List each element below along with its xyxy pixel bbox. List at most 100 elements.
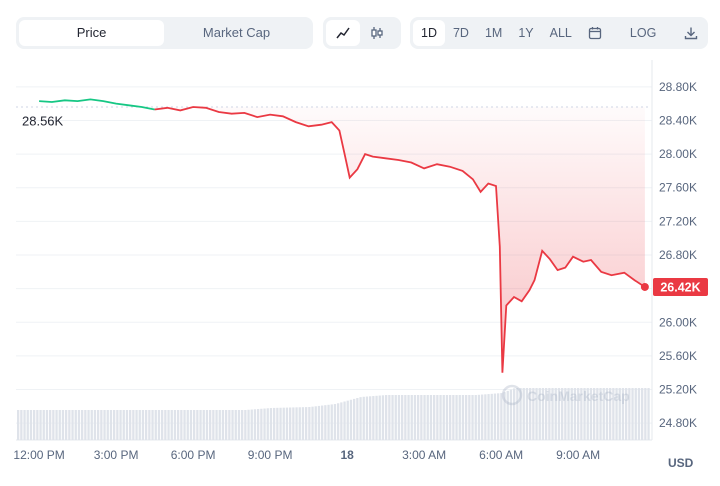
volume-bar [372,396,375,440]
volume-bar [317,405,321,440]
chart-type-toggle [323,17,401,49]
volume-bar [567,388,570,440]
volume-bar [349,399,353,440]
volume-bar [295,407,298,440]
volume-bar [250,409,253,440]
volume-bar [618,388,621,440]
y-axis: 28.80K 28.40K 28.00K 27.60K 27.20K 26.80K 26.4… [659,80,697,430]
volume-bar [551,388,554,440]
volume-bar [177,410,180,440]
volume-bar [417,395,420,440]
volume-bar [573,388,577,440]
volume-bar [196,410,199,440]
volume-bar [247,409,250,440]
volume-bar [385,395,388,440]
volume-bar [634,388,637,440]
volume-bar [305,407,308,440]
price-mode-toggle: Price Market Cap [16,17,313,49]
volume-bar [33,410,36,440]
range-all[interactable]: ALL [549,26,572,40]
volume-bar [138,410,141,440]
volume-bar [20,410,23,440]
volume-bar [346,400,349,440]
volume-bar [570,388,573,440]
volume-bar [637,388,641,440]
volume-bar [436,395,439,440]
market-cap-tab[interactable]: Market Cap [202,25,271,40]
volume-bar [157,410,161,440]
download-button[interactable] [676,20,706,46]
volume-bar [589,388,593,440]
volume-bar [87,410,90,440]
volume-bar [193,410,196,440]
last-price-text: 26.42K [660,280,700,294]
volume-bar [429,395,433,440]
volume-bar [77,410,81,440]
volume-bar [503,392,506,440]
volume-bar [391,395,394,440]
volume-bar [282,407,285,440]
volume-bar [410,395,413,440]
volume-bar [500,393,503,440]
volume-bar [29,410,33,440]
volume-bar [490,393,493,440]
log-scale-toggle[interactable]: LOG [629,26,657,40]
volume-bar [116,410,119,440]
line-chart-icon [336,27,350,39]
volume-bar [58,410,61,440]
volume-bar [525,388,529,440]
volume-bar [468,395,471,440]
y-tick-label: 24.80K [659,416,697,430]
volume-bar [362,396,365,440]
volume-bar [407,395,410,440]
volume-bar [545,388,548,440]
volume-bar [532,388,535,440]
volume-bar [228,410,231,440]
volume-bar [471,395,474,440]
volume-bar [122,410,125,440]
range-7d[interactable]: 7D [452,26,469,40]
volume-bar [71,410,74,440]
download-icon [685,27,698,40]
volume-bar [583,388,586,440]
volume-bar [564,388,567,440]
volume-bar [580,388,583,440]
volume-bar [333,404,337,440]
volume-bar [401,395,404,440]
x-tick-label: 9:00 AM [556,448,600,462]
price-tab[interactable]: Price [19,20,164,46]
range-1m[interactable]: 1M [484,26,503,40]
volume-bar [343,401,346,440]
volume-bar [289,407,292,440]
volume-bar [596,388,599,440]
calendar-icon [588,27,602,40]
volume-bar [161,410,164,440]
x-tick-label: 9:00 PM [248,448,293,462]
line-chart-button[interactable] [326,20,360,46]
range-1d[interactable]: 1D [413,20,445,46]
volume-bar [577,388,580,440]
range-1y[interactable]: 1Y [518,26,534,40]
date-picker-button[interactable] [580,20,610,46]
volume-bar [218,410,221,440]
y-tick-label: 28.80K [659,80,697,94]
volume-bar [369,396,372,440]
volume-bar [257,409,260,440]
volume-bar [413,395,417,440]
volume-bar [308,407,311,440]
volume-bar [65,410,68,440]
volume-bar [164,410,167,440]
last-price-marker [640,282,649,291]
volume-bar [49,410,52,440]
volume-bar [74,410,77,440]
volume-bar [641,388,644,440]
x-axis: 12:00 PM 3:00 PM 6:00 PM 9:00 PM 18 3:00 AM 6:… [13,448,600,462]
volume-bar [81,410,84,440]
volume-bar [647,388,650,440]
volume-bar [529,388,532,440]
volume-bar [61,410,65,440]
price-chart[interactable]: CoinMarketCap 28.80K 28.40K 28.00K 27.60K 27… [0,60,720,470]
volume-bar [593,388,596,440]
candlestick-chart-button[interactable] [360,20,394,46]
volume-bar [420,395,423,440]
